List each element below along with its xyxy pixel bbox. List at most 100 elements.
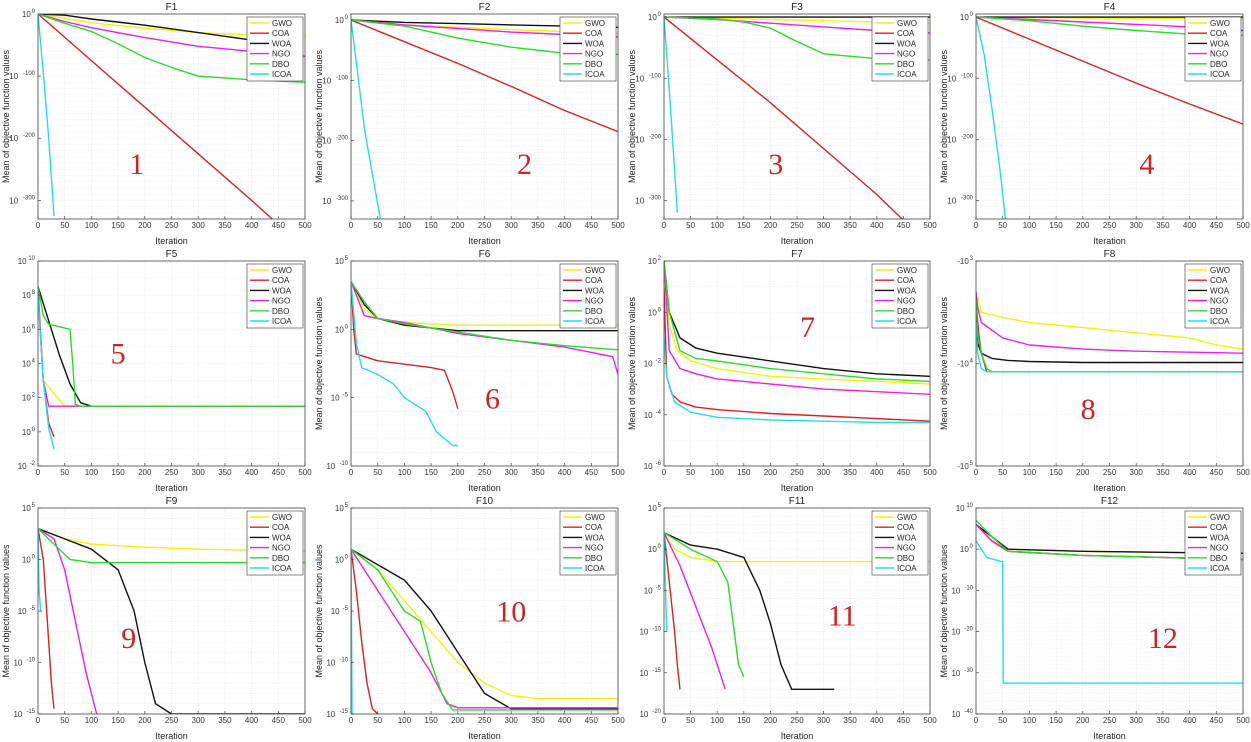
legend-label-gwo: GWO [585, 266, 605, 275]
series-line-dbo [664, 532, 745, 678]
y-tick-exponent: -200 [336, 136, 349, 142]
y-tick-label: 10 [335, 556, 344, 565]
legend-label-woa: WOA [585, 286, 605, 295]
y-tick-label: 10 [639, 710, 648, 719]
y-axis-label: Mean of objective function values [627, 49, 637, 183]
y-tick-exponent: 0 [345, 555, 349, 561]
x-tick-label: 200 [138, 716, 152, 725]
chart-title: F3 [791, 2, 803, 13]
panel-number-badge: 2 [517, 148, 532, 181]
legend-label-dbo: DBO [272, 554, 289, 563]
x-tick-label: 450 [585, 468, 599, 477]
y-tick-label: 10 [335, 325, 344, 334]
x-tick-label: 500 [298, 468, 312, 477]
y-tick-exponent: -100 [961, 73, 974, 79]
y-tick-label: 10 [947, 197, 956, 206]
y-tick-label: 10 [648, 545, 657, 554]
x-tick-label: 100 [1023, 468, 1037, 477]
x-tick-label: 250 [790, 716, 804, 725]
legend-label-coa: COA [897, 523, 915, 532]
x-axis-label: Iteration [468, 483, 501, 493]
legend-label-icoa: ICOA [897, 70, 917, 79]
series-line-dbo [351, 548, 618, 711]
y-tick-label: 10 [960, 13, 969, 22]
legend-label-woa: WOA [897, 286, 917, 295]
series-line-icoa [351, 281, 458, 447]
x-tick-label: 400 [870, 221, 884, 230]
legend-label-coa: COA [1210, 276, 1228, 285]
chart-title: F8 [1104, 249, 1116, 260]
chart-panel-f10: 0 50 100 150 200 250 300 350 400 450 500 10 -15 10 -10… [313, 494, 626, 742]
x-tick-label: 500 [611, 468, 625, 477]
legend-label-gwo: GWO [1210, 266, 1230, 275]
x-tick-label: 500 [611, 716, 625, 725]
x-tick-label: 250 [478, 468, 492, 477]
y-tick-exponent: -5 [343, 606, 349, 612]
legend-label-ngo: NGO [1210, 544, 1228, 553]
legend-label-woa: WOA [585, 39, 605, 48]
chart-panel-f9: 0 50 100 150 200 250 300 350 400 450 500 10 -15 10 -10… [0, 494, 313, 742]
series-line-dbo [38, 14, 305, 83]
legend-label-icoa: ICOA [1210, 317, 1230, 326]
y-tick-label: 10 [635, 74, 644, 83]
legend-label-woa: WOA [272, 286, 292, 295]
legend-label-ngo: NGO [585, 544, 603, 553]
y-tick-exponent: -15 [339, 709, 348, 715]
y-axis-label: Mean of objective function values [314, 544, 324, 678]
x-tick-label: 0 [974, 221, 979, 230]
x-tick-label: 200 [764, 221, 778, 230]
y-tick-label: 10 [947, 74, 956, 83]
y-tick-exponent: 0 [658, 544, 662, 550]
x-axis-label: Iteration [1093, 731, 1126, 741]
y-tick-label: 10 [951, 586, 960, 595]
series-line-ngo [664, 532, 726, 690]
x-axis-label: Iteration [155, 236, 188, 246]
legend-label-coa: COA [585, 523, 603, 532]
legend-label-dbo: DBO [897, 554, 914, 563]
legend-label-icoa: ICOA [585, 564, 605, 573]
panel-number-badge: 8 [1081, 393, 1096, 426]
x-tick-label: 350 [844, 716, 858, 725]
y-tick-exponent: 5 [345, 503, 349, 509]
series-line-woa [664, 261, 930, 377]
y-tick-label: 10 [326, 710, 335, 719]
x-tick-label: 500 [298, 221, 312, 230]
panel-number-badge: 5 [111, 338, 126, 371]
series-line-icoa [976, 16, 1007, 219]
y-tick-label: 10 [951, 710, 960, 719]
y-tick-label: 10 [326, 659, 335, 668]
x-tick-label: 300 [817, 716, 831, 725]
x-tick-label: 300 [1130, 468, 1144, 477]
chart-title: F11 [789, 496, 806, 507]
series-line-gwo [664, 261, 930, 385]
x-tick-label: 450 [897, 716, 911, 725]
x-tick-label: 450 [897, 221, 911, 230]
y-tick-label: 10 [22, 504, 31, 513]
y-tick-exponent: -5 [343, 393, 349, 399]
y-tick-label: 10 [13, 659, 22, 668]
x-tick-label: 500 [298, 716, 312, 725]
x-tick-label: 300 [505, 468, 519, 477]
y-tick-label: 10 [648, 257, 657, 266]
x-tick-label: 150 [1049, 221, 1063, 230]
panel-number-badge: 6 [485, 383, 500, 416]
x-tick-label: 50 [373, 468, 382, 477]
y-tick-exponent: 10 [28, 256, 35, 262]
y-tick-label: 10 [18, 257, 27, 266]
legend-label-dbo: DBO [272, 307, 289, 316]
series-line-woa [664, 532, 835, 691]
y-tick-exponent: -10 [339, 658, 348, 664]
legend-label-woa: WOA [1210, 533, 1230, 542]
x-tick-label: 200 [138, 468, 152, 477]
legend-label-gwo: GWO [585, 19, 605, 28]
series-line-icoa [351, 19, 382, 219]
y-tick-exponent: -10 [339, 461, 348, 467]
x-tick-label: 50 [373, 716, 382, 725]
chart-title: F5 [166, 249, 178, 260]
legend-label-ngo: NGO [1210, 297, 1228, 306]
chart-panel-f8: 0 50 100 150 200 250 300 350 400 450 500 -10 5 -10 4 -1… [938, 247, 1251, 494]
